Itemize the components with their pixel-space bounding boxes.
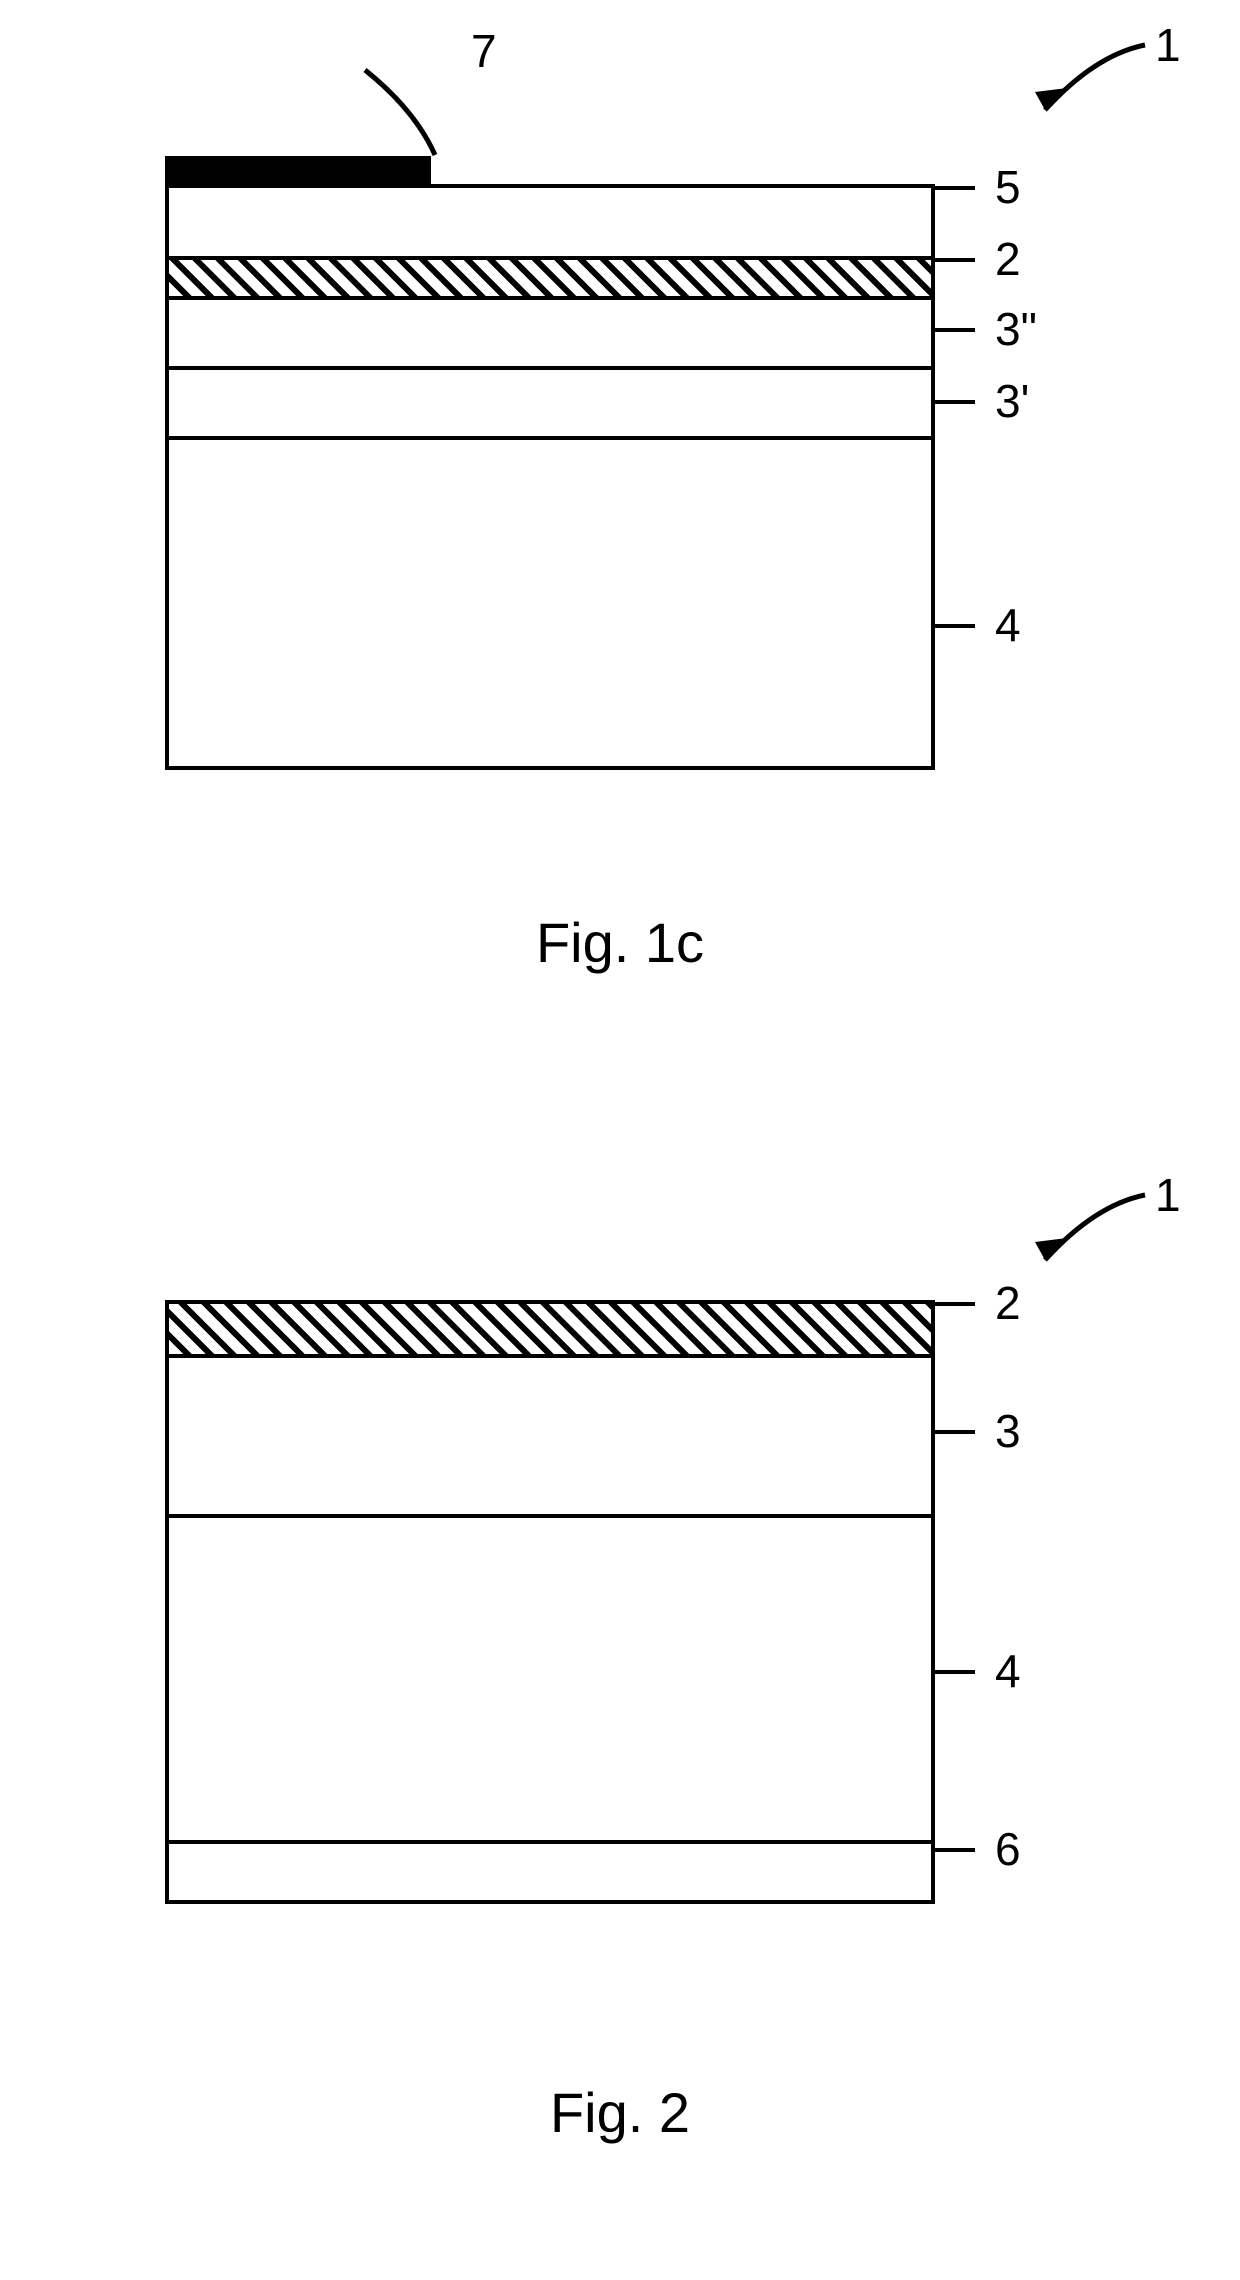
leader-5 (935, 186, 975, 190)
label-7: 7 (471, 24, 497, 78)
label-2-fig2: 2 (995, 1276, 1021, 1330)
leader-3pp (935, 328, 975, 332)
layer-3-double-prime (169, 296, 931, 366)
layer-2-fig2 (169, 1300, 931, 1354)
layer-4-fig2 (169, 1514, 931, 1840)
label-3pp: 3" (995, 302, 1037, 356)
arrow-label-1: 1 (1155, 18, 1181, 72)
leader-2 (935, 258, 975, 262)
layer-3-prime (169, 366, 931, 436)
leader-4-fig2 (935, 1670, 975, 1674)
label-4-fig2: 4 (995, 1644, 1021, 1698)
label-3-fig2: 3 (995, 1404, 1021, 1458)
figure-2: 1 2 3 4 6 Fig. 2 (45, 1180, 1195, 2180)
layer-stack-1c: 5 2 3" 3' 4 (165, 184, 935, 770)
leader-3-fig2 (935, 1430, 975, 1434)
label-2: 2 (995, 232, 1021, 286)
figure-1c: 1 7 5 2 3" 3' 4 Fig. 1c (45, 30, 1195, 950)
leader-3p (935, 400, 975, 404)
layer-3-fig2 (169, 1354, 931, 1514)
layer-4 (169, 436, 931, 766)
stack-border-2 (165, 1300, 935, 1904)
label-6-fig2: 6 (995, 1822, 1021, 1876)
layer-5 (169, 184, 931, 256)
layer-2 (169, 256, 931, 296)
leader-2-fig2 (935, 1302, 975, 1306)
layer-6-fig2 (169, 1840, 931, 1900)
figure-caption-2: Fig. 2 (45, 2080, 1195, 2145)
figure-caption-1c: Fig. 1c (45, 910, 1195, 975)
arrow-label-1-fig2: 1 (1155, 1168, 1181, 1222)
callout-line-7 (345, 50, 545, 170)
leader-4 (935, 624, 975, 628)
stack-border (165, 184, 935, 770)
label-3p: 3' (995, 374, 1029, 428)
leader-6-fig2 (935, 1848, 975, 1852)
label-5: 5 (995, 160, 1021, 214)
label-4: 4 (995, 598, 1021, 652)
layer-stack-2: 2 3 4 6 (165, 1300, 935, 1904)
